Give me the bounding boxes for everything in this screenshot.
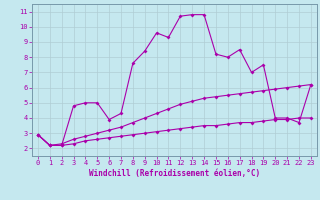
X-axis label: Windchill (Refroidissement éolien,°C): Windchill (Refroidissement éolien,°C) [89, 169, 260, 178]
